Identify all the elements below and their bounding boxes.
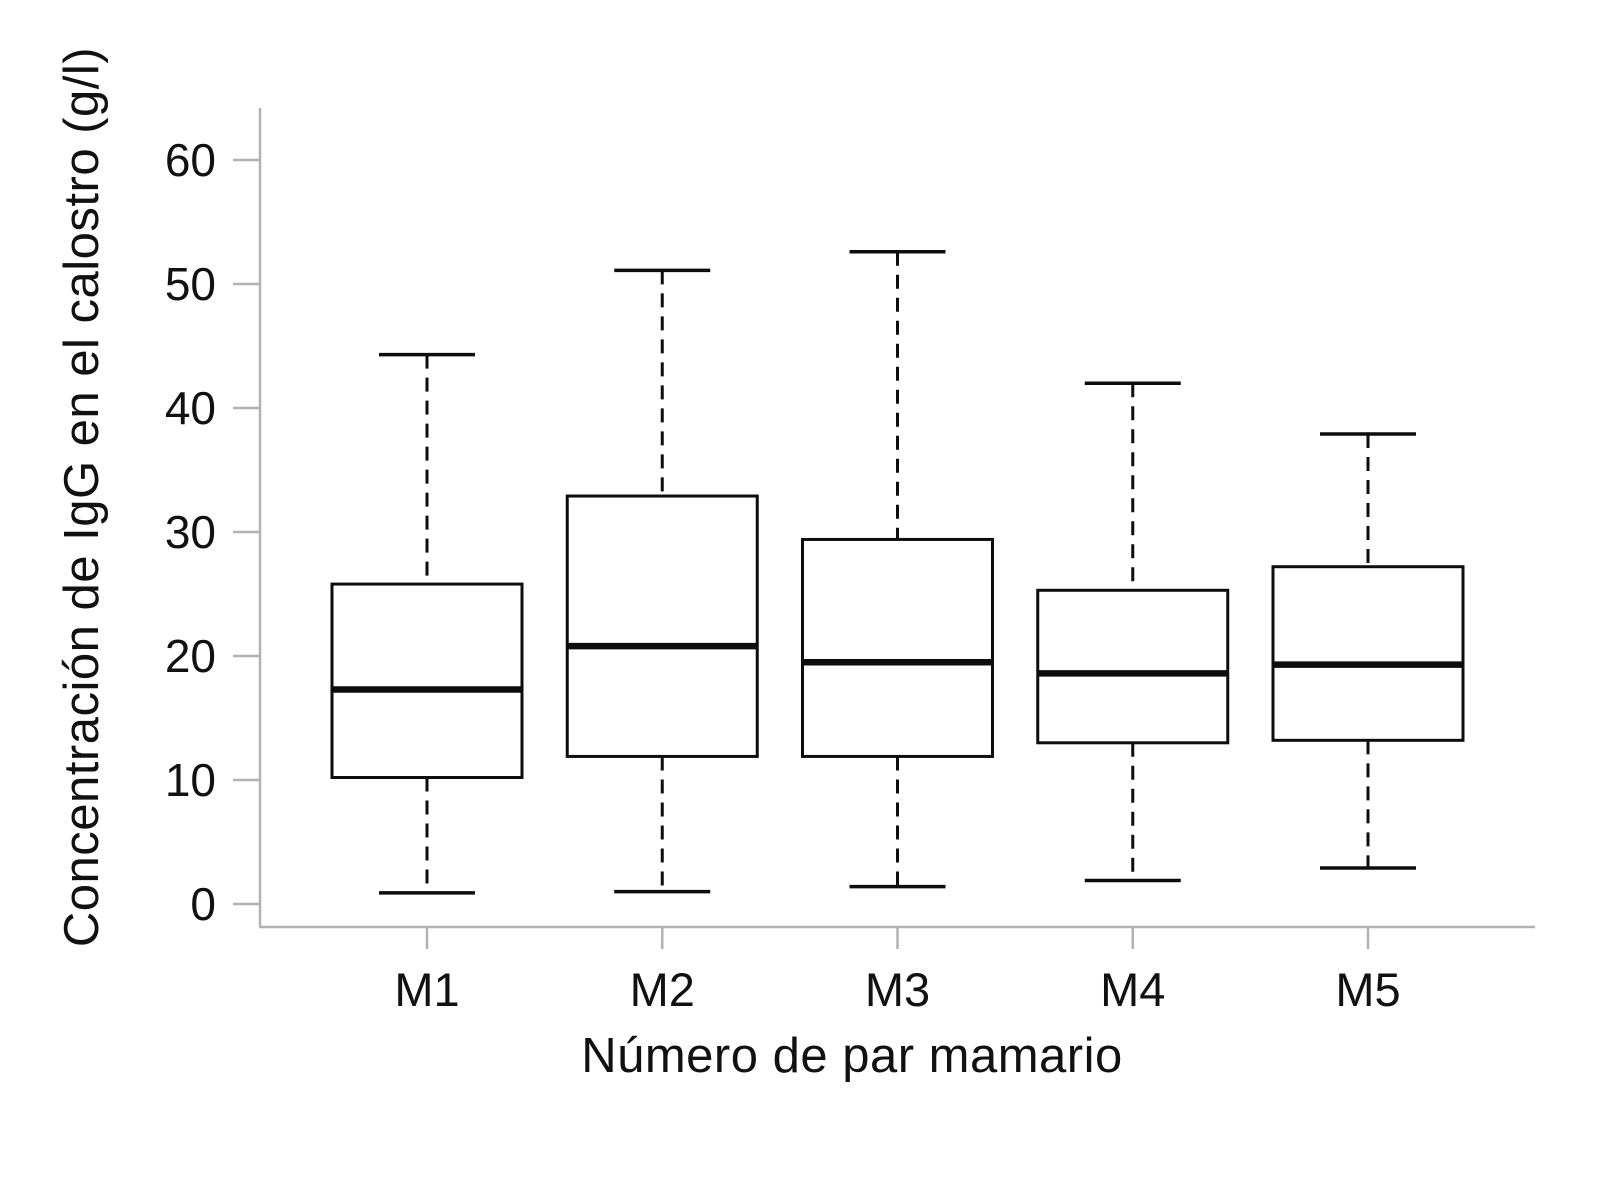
y-tick-label: 0 <box>190 878 216 930</box>
box-M4 <box>1036 588 1230 745</box>
y-tick-label: 20 <box>165 630 216 682</box>
y-tick-label: 60 <box>165 134 216 186</box>
x-category-label-M4: M4 <box>1100 963 1165 1016</box>
box-M2 <box>565 494 759 758</box>
x-category-label-M2: M2 <box>630 963 695 1016</box>
y-tick-label: 40 <box>165 382 216 434</box>
y-tick-label: 50 <box>165 258 216 310</box>
box-M5 <box>1271 565 1465 742</box>
y-tick-label: 30 <box>165 506 216 558</box>
y-axis-title: Concentración de IgG en el calostro (g/l… <box>55 46 109 948</box>
x-category-label-M5: M5 <box>1335 963 1400 1016</box>
x-axis-title: Número de par mamario <box>581 1029 1123 1083</box>
x-category-label-M1: M1 <box>394 963 459 1016</box>
box-M1 <box>330 582 524 780</box>
box-M3 <box>801 537 994 758</box>
y-tick-label: 10 <box>165 754 216 806</box>
x-category-label-M3: M3 <box>865 963 930 1016</box>
